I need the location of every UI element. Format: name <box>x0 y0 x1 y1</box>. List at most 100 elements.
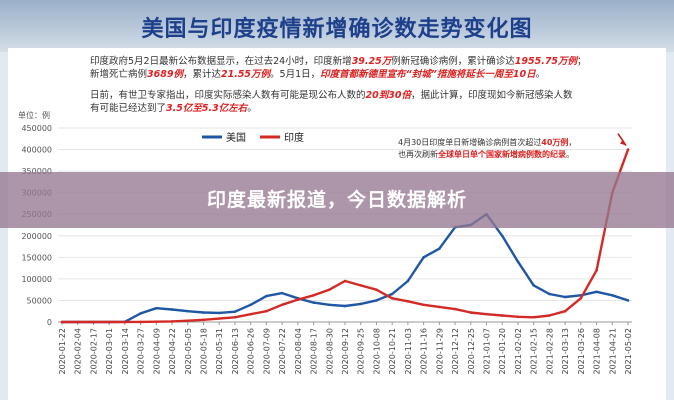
x-tick-label: 2020-06-13 <box>231 328 240 375</box>
x-tick-label: 2020-11-29 <box>435 328 444 375</box>
data-point <box>500 314 504 317</box>
y-tick-label: 50000 <box>27 296 52 305</box>
note-text: ，据此计算，印度现如今新冠感染人数 <box>410 90 573 101</box>
note-highlight: 20到30倍 <box>365 90 411 101</box>
data-point <box>233 310 237 313</box>
y-tick-label: 350000 <box>21 167 52 176</box>
x-tick-label: 2020-03-14 <box>121 328 130 375</box>
note-line: 新增死亡病例3689例，累计达21.55万例。5月1日，印度首都新德里宣布“封城… <box>90 68 545 81</box>
data-point <box>563 295 567 299</box>
data-point <box>453 307 457 311</box>
annotation-text: 。 <box>566 150 574 159</box>
x-tick-label: 2021-02-02 <box>514 328 523 375</box>
annotation-text: 4月30日印度单日新增确诊病例首次超过 <box>398 137 541 147</box>
annotation-arrowhead <box>620 139 626 146</box>
data-point <box>327 288 331 291</box>
data-point <box>280 303 284 307</box>
data-point <box>76 320 80 324</box>
data-point <box>139 312 142 315</box>
note-text: 例新冠确诊病例，累计确诊达 <box>391 56 515 67</box>
note-highlight: 39.25万 <box>351 56 392 67</box>
data-point <box>265 309 268 313</box>
data-point <box>438 305 441 309</box>
data-point <box>170 320 174 323</box>
x-tick-label: 2021-05-02 <box>624 328 633 375</box>
data-point <box>390 292 394 296</box>
data-point <box>343 304 347 308</box>
data-point <box>563 309 567 313</box>
y-tick-label: 0 <box>47 318 52 327</box>
data-point <box>579 296 583 300</box>
x-tick-label: 2020-02-04 <box>74 328 83 375</box>
data-point <box>186 309 190 313</box>
y-tick-label: 150000 <box>21 253 52 262</box>
data-point <box>107 320 111 324</box>
note-text: 有可能已经达到了 <box>90 103 167 114</box>
header: 美国与印度疫情新增确诊数走势变化图 <box>0 0 674 52</box>
x-tick-label: 2020-08-17 <box>310 328 319 375</box>
note-text: ，累计达 <box>182 69 221 80</box>
data-point <box>296 298 300 301</box>
data-point <box>406 300 410 303</box>
data-point <box>485 312 488 316</box>
data-point <box>548 314 551 317</box>
data-point <box>422 256 425 259</box>
x-tick-label: 2020-05-05 <box>184 328 193 375</box>
x-tick-label: 2020-11-03 <box>404 328 413 375</box>
data-point <box>202 311 205 314</box>
note-text: 。 <box>535 69 546 80</box>
annotation-highlight: 40万例 <box>541 137 568 147</box>
annotation-text: ， <box>568 138 576 147</box>
data-point <box>249 303 252 307</box>
x-tick-label: 2020-07-22 <box>278 328 287 375</box>
data-point <box>265 294 268 298</box>
x-tick-label: 2020-04-09 <box>152 328 161 375</box>
note-line: 日前，有世卫专家指出，印度实际感染人数有可能是现公布人数的20到30倍，据此计算… <box>90 89 572 102</box>
data-point <box>233 315 237 319</box>
x-tick-label: 2020-08-04 <box>294 328 303 375</box>
note-text: 印度政府5月2日最新公布数据显示，在过去24小时，印度新增 <box>90 56 352 67</box>
annotation-line: 4月30日印度单日新增确诊病例首次超过40万例， <box>398 137 576 147</box>
x-tick-label: 2021-04-08 <box>593 328 602 375</box>
note-text: 日前，有世卫专家指出，印度实际感染人数有可能是现公布人数的 <box>90 90 366 101</box>
x-tick-label: 2020-12-25 <box>467 328 476 375</box>
data-point <box>359 302 363 306</box>
y-tick-label: 400000 <box>21 146 52 155</box>
data-point <box>202 318 205 322</box>
data-point <box>626 299 630 302</box>
data-point <box>595 290 598 294</box>
annotation-highlight: 全球单日单个国家新增病例数的纪录 <box>437 149 566 159</box>
y-tick-label: 100000 <box>21 275 52 284</box>
x-tick-label: 2021-03-13 <box>561 328 570 375</box>
data-point <box>170 308 174 311</box>
data-point <box>532 284 535 287</box>
data-point <box>595 268 598 272</box>
annotation-text: 也再次刷新 <box>398 149 438 159</box>
x-tick-label: 2020-09-12 <box>341 328 350 375</box>
legend-label: 印度 <box>284 131 304 144</box>
data-point <box>343 279 347 283</box>
legend-label: 美国 <box>226 131 246 144</box>
data-point <box>422 303 425 307</box>
note-text: 。5月1日， <box>270 69 321 80</box>
x-tick-label: 2021-02-28 <box>545 328 554 375</box>
data-point <box>155 320 158 323</box>
data-point <box>375 299 378 302</box>
annotation-line: 也再次刷新全球单日单个国家新增病例数的纪录。 <box>398 149 574 159</box>
note-highlight: 3.5亿至5.3亿左右 <box>166 103 248 114</box>
note-line: 有可能已经达到了3.5亿至5.3亿左右。 <box>90 102 257 115</box>
data-point <box>155 306 158 310</box>
data-point <box>60 320 64 324</box>
data-point <box>312 293 315 297</box>
headline-text: 印度最新报道，今日数据解析 <box>206 189 467 211</box>
data-point <box>280 291 284 295</box>
x-tick-label: 2020-06-26 <box>247 328 256 375</box>
x-tick-label: 2021-01-20 <box>498 328 507 375</box>
data-point <box>359 284 363 287</box>
x-tick-label: 2020-05-31 <box>215 328 224 375</box>
data-point <box>139 320 142 324</box>
data-point <box>375 288 378 291</box>
x-tick-label: 2020-02-17 <box>89 328 98 375</box>
x-tick-label: 2020-05-18 <box>200 328 209 375</box>
note-highlight: 3689例 <box>147 69 183 80</box>
